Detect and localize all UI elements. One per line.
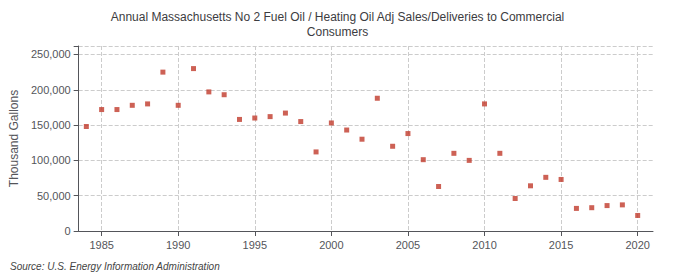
svg-text:2005: 2005 [396, 239, 420, 251]
svg-text:Consumers: Consumers [307, 25, 368, 39]
svg-text:50,000: 50,000 [37, 190, 71, 202]
svg-text:Source: U.S. Energy Informatio: Source: U.S. Energy Information Administ… [10, 261, 220, 272]
svg-text:100,000: 100,000 [31, 154, 71, 166]
svg-text:0: 0 [65, 225, 71, 237]
svg-text:2010: 2010 [472, 239, 496, 251]
svg-text:Annual Massachusetts No 2 Fuel: Annual Massachusetts No 2 Fuel Oil / Hea… [111, 10, 565, 24]
svg-text:2020: 2020 [625, 239, 649, 251]
svg-text:1990: 1990 [166, 239, 190, 251]
svg-text:1985: 1985 [89, 239, 113, 251]
svg-text:150,000: 150,000 [31, 119, 71, 131]
svg-text:250,000: 250,000 [31, 48, 71, 60]
svg-text:1995: 1995 [243, 239, 267, 251]
svg-text:200,000: 200,000 [31, 84, 71, 96]
svg-text:2015: 2015 [549, 239, 573, 251]
svg-text:Thousand Gallons: Thousand Gallons [7, 90, 21, 187]
svg-text:2000: 2000 [319, 239, 343, 251]
